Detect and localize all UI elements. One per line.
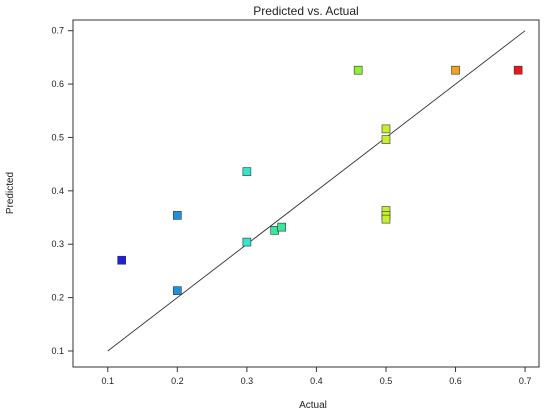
data-point: [513, 65, 523, 75]
x-tick-label: 0.6: [449, 376, 462, 386]
y-tick-label: 0.3: [51, 239, 64, 249]
data-point: [242, 237, 252, 247]
y-tick-label: 0.5: [51, 132, 64, 142]
x-tick-label: 0.2: [171, 376, 184, 386]
data-point: [173, 211, 182, 220]
plot-area-frame: [72, 19, 540, 368]
x-tick-label: 0.3: [241, 376, 254, 386]
data-point: [242, 167, 252, 176]
y-tick-label: 0.2: [51, 293, 64, 303]
data-point: [381, 124, 391, 134]
x-tick-label: 0.7: [519, 376, 532, 386]
x-tick-label: 0.5: [380, 376, 393, 386]
data-point: [277, 222, 286, 232]
y-tick-label: 0.4: [51, 186, 64, 196]
chart-title: Predicted vs. Actual: [253, 4, 358, 18]
y-tick-label: 0.6: [51, 79, 64, 89]
x-tick-label: 0.1: [102, 376, 115, 386]
y-tick-label: 0.7: [51, 26, 64, 36]
data-point: [353, 65, 363, 75]
x-tick-label: 0.4: [310, 376, 323, 386]
data-point: [173, 286, 182, 295]
data-point: [117, 255, 126, 265]
data-point: [381, 214, 391, 224]
y-tick-label: 0.1: [51, 346, 64, 356]
data-point: [451, 65, 460, 75]
reference-line: [107, 30, 526, 352]
data-point: [381, 135, 391, 144]
x-axis-label: Actual: [299, 400, 327, 411]
y-axis-label: Predicted: [5, 172, 16, 214]
